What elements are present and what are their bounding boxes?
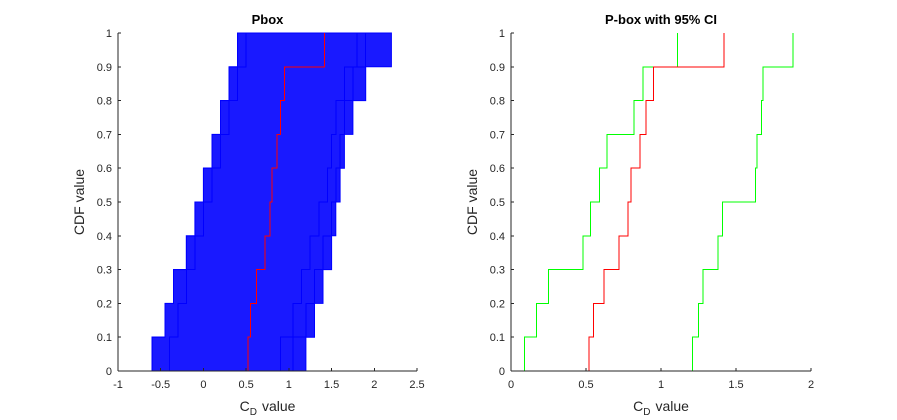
y-tick-label: 0.4 [490, 231, 505, 243]
x-tick-label: 1 [286, 379, 292, 391]
y-tick-label: 0.3 [490, 265, 505, 277]
y-tick-label: 0.5 [97, 197, 112, 209]
y-tick-label: 0.9 [97, 62, 112, 74]
cdf-series-green-3 [693, 33, 794, 371]
plot-title: P-box with 95% CI [605, 12, 717, 27]
y-tick-label: 0.5 [490, 197, 505, 209]
y-axis-title: CDF value [464, 169, 480, 235]
x-tick-label: -1 [113, 379, 123, 391]
y-tick-label: 0.1 [490, 332, 505, 344]
x-axis-title-subscript: D [250, 407, 257, 418]
x-tick-label: 0.5 [578, 379, 593, 391]
y-tick-label: 0.3 [97, 265, 112, 277]
y-tick-label: 0.9 [490, 62, 505, 74]
plot-title: Pbox [252, 12, 285, 27]
x-axis-title-main: C [240, 398, 250, 414]
x-axis-title: CD value [633, 398, 689, 418]
cdf-series-green-1 [525, 33, 678, 371]
y-axis-title: CDF value [71, 169, 87, 235]
plot-panel-1: 0 0.1 0.2 0.3 0.4 0.5 0.6 0.7 0.8 0.9 1 -1 -0.5 0 0.5 1… [71, 12, 425, 418]
x-axis-title: CD value [240, 398, 296, 418]
y-tick-label: 0.1 [97, 332, 112, 344]
y-tick-label: 0.7 [97, 129, 112, 141]
y-tick-label: 0.8 [490, 96, 505, 108]
y-tick-label: 1 [106, 28, 112, 40]
y-tick-label: 0.8 [97, 96, 112, 108]
y-tick-label: 0.4 [97, 231, 112, 243]
x-tick-label: 1.5 [728, 379, 743, 391]
x-tick-label: 0 [200, 379, 206, 391]
y-tick-label: 0.7 [490, 129, 505, 141]
x-tick-label: 2 [371, 379, 377, 391]
x-axis-title-subscript: D [643, 407, 650, 418]
x-tick-label: 0 [508, 379, 514, 391]
cdf-series-red-2 [589, 33, 724, 371]
y-tick-label: 0.6 [490, 163, 505, 175]
x-tick-label: 2.5 [409, 379, 424, 391]
y-tick-label: 0.6 [97, 163, 112, 175]
x-axis-title-rest: value [262, 398, 296, 414]
y-tick-label: 0.2 [490, 298, 505, 310]
x-tick-label: 0.5 [238, 379, 253, 391]
x-axis-title-main: C [633, 398, 643, 414]
x-axis-title-rest: value [655, 398, 689, 414]
y-tick-label: 0.2 [97, 298, 112, 310]
y-tick-label: 0 [499, 366, 505, 378]
y-tick-label: 0 [106, 366, 112, 378]
x-tick-label: -0.5 [151, 379, 170, 391]
x-tick-label: 2 [808, 379, 814, 391]
x-tick-label: 1 [658, 379, 664, 391]
x-tick-label: 1.5 [324, 379, 339, 391]
plot-panel-2: 0 0.1 0.2 0.3 0.4 0.5 0.6 0.7 0.8 0.9 1 0 0.5 1 1.5 2 P-… [464, 12, 814, 418]
y-tick-label: 1 [499, 28, 505, 40]
